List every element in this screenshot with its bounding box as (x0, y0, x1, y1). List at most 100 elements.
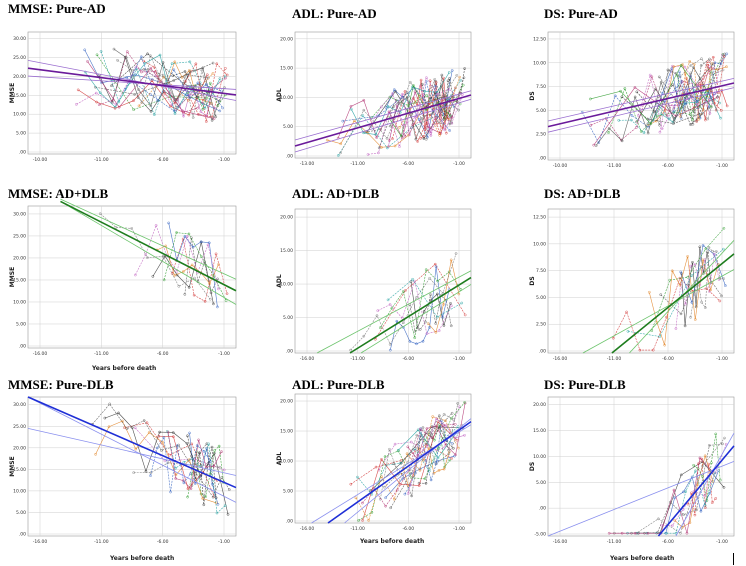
data-point (722, 226, 726, 230)
data-point (130, 426, 134, 429)
data-point (98, 212, 102, 216)
data-point (379, 105, 383, 109)
chart-title: DS: Pure-DLB (544, 377, 626, 392)
data-point (673, 518, 676, 522)
data-point (428, 326, 431, 329)
data-point (108, 402, 111, 406)
chart-title: DS: Pure-AD (544, 6, 618, 21)
data-point (215, 511, 219, 515)
data-point (349, 482, 353, 486)
data-point (688, 60, 691, 63)
data-point (646, 131, 650, 135)
data-point (412, 97, 415, 100)
data-point (375, 314, 379, 317)
data-point (425, 427, 429, 430)
data-point (199, 110, 203, 113)
patient-trajectory (187, 82, 226, 111)
data-point (144, 253, 148, 256)
data-point (721, 53, 724, 57)
data-point (75, 103, 78, 106)
data-point (706, 117, 710, 121)
y-tick-label: 5.00 (16, 510, 26, 516)
data-point (646, 122, 650, 125)
data-point (397, 102, 401, 105)
data-point (695, 99, 699, 103)
data-point (191, 116, 195, 119)
data-point (189, 472, 192, 476)
data-point (337, 154, 340, 157)
data-point (638, 348, 642, 352)
data-point (683, 65, 687, 69)
data-point (377, 146, 381, 150)
data-point (442, 423, 445, 427)
data-point (406, 445, 410, 449)
data-point (133, 93, 136, 96)
data-point (454, 453, 457, 457)
data-point (395, 488, 399, 492)
data-point (426, 322, 430, 325)
data-point (408, 133, 411, 136)
data-point (712, 252, 716, 256)
fit-line (27, 396, 237, 489)
data-point (679, 117, 683, 120)
data-point (446, 79, 450, 83)
y-tick-label: 10.00 (13, 299, 26, 305)
x-tick-label: -1.00 (716, 539, 728, 545)
data-point (456, 402, 460, 405)
data-point (349, 348, 352, 352)
y-tick-label: .00 (286, 349, 293, 355)
fit-line (327, 420, 472, 524)
y-tick-label: .00 (539, 349, 546, 355)
data-point (454, 252, 458, 255)
patient-trajectory (92, 403, 214, 498)
data-point (98, 91, 102, 95)
data-point (671, 269, 674, 273)
patient-trajectory (87, 61, 215, 119)
data-point (401, 316, 404, 320)
data-point (169, 104, 172, 108)
data-point (417, 484, 421, 487)
data-point (111, 98, 115, 102)
data-point (671, 64, 674, 68)
data-point (704, 118, 707, 122)
data-point (447, 452, 451, 456)
data-point (134, 273, 137, 277)
data-point (450, 116, 454, 120)
data-point (191, 245, 195, 249)
data-point (447, 448, 450, 452)
data-point (188, 431, 191, 435)
patient-trajectory (410, 281, 451, 329)
data-point (140, 55, 143, 59)
data-point (401, 290, 405, 293)
data-point (188, 458, 191, 461)
data-point (374, 133, 378, 136)
patient-trajectory (651, 58, 719, 126)
data-point (682, 513, 685, 516)
data-point (678, 283, 682, 287)
data-point (450, 416, 453, 420)
patient-trajectory (156, 245, 219, 285)
data-point (720, 294, 723, 298)
ci-lower-line (547, 87, 735, 133)
y-tick-label: 10.00 (280, 282, 293, 288)
y-tick-label: 15.00 (13, 277, 26, 283)
data-point (686, 255, 689, 258)
data-point (202, 503, 206, 507)
data-point (436, 446, 440, 450)
data-point (86, 60, 89, 63)
data-point (198, 451, 202, 455)
data-point (410, 494, 414, 498)
data-point (388, 447, 391, 451)
data-point (701, 464, 704, 468)
patient-trajectory (675, 60, 713, 120)
data-point (354, 496, 358, 500)
data-point (211, 72, 215, 75)
data-point (447, 87, 451, 91)
patient-trajectory (590, 67, 713, 141)
ci-upper-line (294, 90, 472, 141)
patient-trajectory (388, 84, 451, 137)
data-point (589, 123, 593, 127)
data-point (197, 438, 200, 442)
data-point (451, 418, 455, 421)
data-point (444, 419, 447, 422)
